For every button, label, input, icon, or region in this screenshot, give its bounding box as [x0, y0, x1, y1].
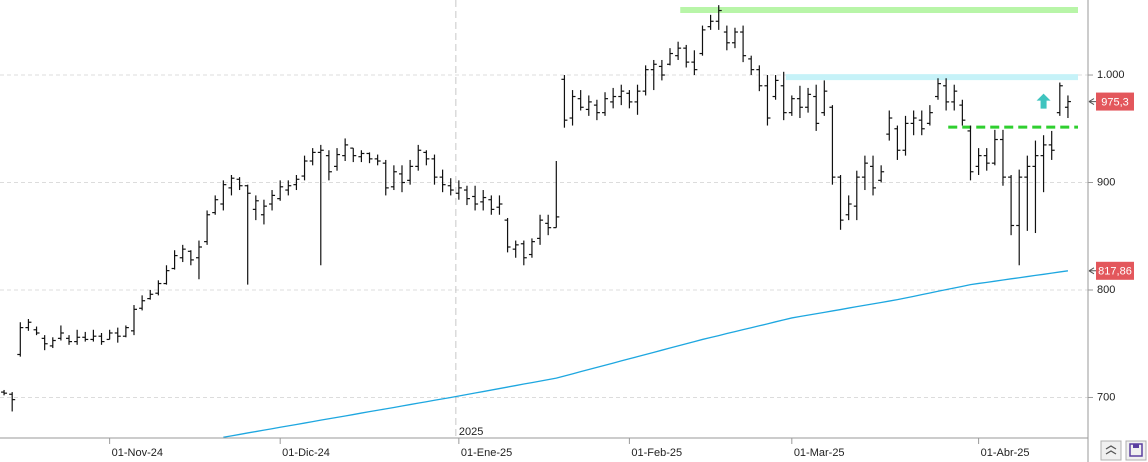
y-tick-label: 1.000 [1097, 69, 1125, 81]
y-tick-label: 900 [1097, 176, 1115, 188]
x-tick-label: 01-Nov-24 [112, 447, 163, 459]
save-button[interactable] [1125, 440, 1147, 461]
y-tick-label: 700 [1097, 391, 1115, 403]
x-tick-label: 01-Feb-25 [631, 447, 682, 459]
price-pointer [1088, 267, 1096, 275]
signal-arrow [1036, 93, 1051, 109]
price-label: 975,3 [1101, 96, 1129, 108]
x-tick-label: 01-Ene-25 [461, 447, 512, 459]
x-tick-label: 01-Dic-24 [282, 447, 330, 459]
zoom-button[interactable] [1100, 440, 1122, 461]
price-label: 817,86 [1098, 266, 1132, 278]
plot-area [0, 0, 1088, 438]
moving-average-line [223, 270, 1069, 438]
x-tick-label: 01-Mar-25 [794, 447, 845, 459]
price-label-box [1096, 92, 1134, 111]
y-tick-label: 800 [1097, 284, 1115, 296]
x-tick-label: 01-Abr-25 [981, 447, 1030, 459]
price-label-box [1096, 261, 1134, 280]
year-label: 2025 [459, 426, 483, 438]
price-pointer [1088, 98, 1096, 106]
